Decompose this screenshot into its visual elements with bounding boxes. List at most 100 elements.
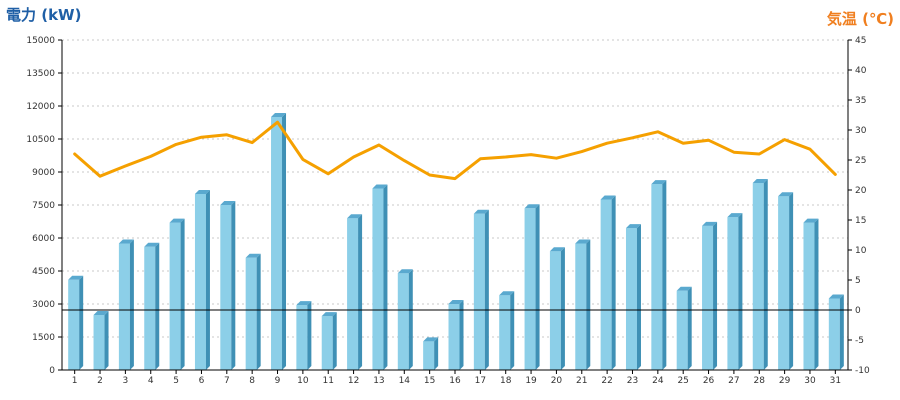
bar-day-7 bbox=[220, 201, 236, 370]
x-tick-label-6: 6 bbox=[199, 376, 205, 386]
x-tick-label-5: 5 bbox=[173, 376, 179, 386]
axes bbox=[58, 39, 852, 374]
bar-day-13 bbox=[372, 184, 388, 370]
x-tick-label-18: 18 bbox=[500, 376, 512, 386]
x-tick-label-13: 13 bbox=[373, 376, 384, 386]
bar-day-9 bbox=[271, 113, 287, 370]
right-tick-label-5: 15 bbox=[855, 216, 866, 226]
bar-day-22 bbox=[600, 195, 616, 370]
temperature-point-26 bbox=[707, 139, 710, 142]
bar-day-18 bbox=[499, 291, 515, 370]
x-tick-label-1: 1 bbox=[72, 376, 78, 386]
x-tick-label-21: 21 bbox=[576, 376, 587, 386]
temperature-point-9 bbox=[276, 121, 279, 124]
bar-day-31 bbox=[828, 294, 844, 370]
temperature-point-15 bbox=[428, 173, 431, 177]
temperature-point-30 bbox=[808, 148, 812, 151]
x-tick-label-28: 28 bbox=[754, 376, 766, 386]
temperature-point-17 bbox=[479, 157, 482, 160]
temperature-point-21 bbox=[580, 150, 583, 153]
power-bars bbox=[68, 113, 844, 370]
temperature-point-7 bbox=[225, 133, 229, 136]
bar-day-14 bbox=[397, 269, 413, 370]
bar-day-29 bbox=[778, 192, 794, 370]
left-axis-title: 電力 (kW) bbox=[6, 6, 81, 24]
temperature-point-27 bbox=[732, 151, 736, 154]
temperature-point-16 bbox=[453, 177, 457, 180]
x-tick-label-16: 16 bbox=[449, 376, 461, 386]
bar-day-1 bbox=[68, 275, 84, 370]
temperature-point-19 bbox=[529, 153, 533, 156]
temperature-point-1 bbox=[73, 152, 76, 156]
bar-day-20 bbox=[549, 247, 565, 370]
bar-day-3 bbox=[118, 239, 134, 370]
x-tick-label-12: 12 bbox=[348, 376, 359, 386]
temperature-point-28 bbox=[758, 152, 761, 156]
bar-day-15 bbox=[423, 337, 439, 370]
x-tick-label-2: 2 bbox=[97, 376, 103, 386]
right-tick-label-0: -10 bbox=[855, 366, 870, 376]
x-tick-label-10: 10 bbox=[297, 376, 309, 386]
right-tick-label-10: 40 bbox=[855, 66, 867, 76]
bar-day-6 bbox=[194, 190, 210, 370]
right-tick-label-3: 5 bbox=[855, 276, 861, 286]
bar-day-28 bbox=[752, 179, 768, 370]
right-tick-label-9: 35 bbox=[855, 96, 866, 106]
right-tick-label-1: -5 bbox=[855, 336, 864, 346]
temperature-point-23 bbox=[631, 136, 634, 139]
bar-day-10 bbox=[296, 301, 312, 370]
temperature-point-3 bbox=[124, 164, 127, 168]
bar-day-11 bbox=[321, 312, 337, 370]
x-tick-label-11: 11 bbox=[322, 376, 333, 386]
right-tick-label-6: 20 bbox=[855, 186, 867, 196]
temperature-point-20 bbox=[555, 157, 558, 160]
bar-day-17 bbox=[473, 209, 489, 370]
x-tick-label-15: 15 bbox=[424, 376, 435, 386]
temperature-point-14 bbox=[403, 159, 406, 162]
x-tick-label-26: 26 bbox=[703, 376, 715, 386]
temperature-point-22 bbox=[605, 142, 609, 145]
right-tick-label-11: 45 bbox=[855, 36, 866, 46]
x-tick-label-27: 27 bbox=[728, 376, 739, 386]
bar-day-4 bbox=[144, 242, 160, 370]
x-tick-label-17: 17 bbox=[475, 376, 486, 386]
bar-day-30 bbox=[803, 218, 819, 370]
left-tick-label-10: 15000 bbox=[26, 36, 55, 46]
temperature-point-25 bbox=[681, 142, 685, 145]
x-tick-label-22: 22 bbox=[601, 376, 612, 386]
bar-day-12 bbox=[347, 214, 363, 370]
left-tick-label-5: 7500 bbox=[32, 201, 55, 211]
temperature-point-5 bbox=[174, 143, 178, 146]
x-tick-label-20: 20 bbox=[551, 376, 563, 386]
left-tick-label-0: 0 bbox=[49, 366, 55, 376]
bar-day-8 bbox=[245, 253, 261, 370]
x-tick-label-8: 8 bbox=[249, 376, 255, 386]
right-tick-label-2: 0 bbox=[855, 306, 861, 316]
bar-day-19 bbox=[524, 204, 540, 370]
bar-day-25 bbox=[676, 286, 692, 370]
temperature-point-13 bbox=[377, 143, 381, 147]
x-tick-label-14: 14 bbox=[399, 376, 411, 386]
x-tick-label-24: 24 bbox=[652, 376, 664, 386]
right-axis-title: 気温 (℃) bbox=[827, 10, 894, 28]
bar-day-21 bbox=[575, 239, 591, 370]
right-tick-label-7: 25 bbox=[855, 156, 866, 166]
temperature-point-10 bbox=[301, 158, 305, 161]
bar-day-23 bbox=[625, 224, 641, 370]
x-tick-label-25: 25 bbox=[677, 376, 688, 386]
x-tick-label-29: 29 bbox=[779, 376, 791, 386]
temperature-point-2 bbox=[98, 175, 102, 178]
x-tick-label-30: 30 bbox=[804, 376, 816, 386]
temperature-point-18 bbox=[504, 155, 507, 159]
temperature-line bbox=[73, 120, 837, 181]
temperature-point-8 bbox=[250, 141, 254, 144]
bar-day-24 bbox=[651, 180, 667, 370]
temperature-point-29 bbox=[783, 138, 786, 141]
temperature-point-12 bbox=[352, 155, 355, 159]
temperature-point-31 bbox=[834, 173, 837, 176]
x-tick-label-3: 3 bbox=[123, 376, 129, 386]
right-tick-label-8: 30 bbox=[855, 126, 867, 136]
x-tick-label-7: 7 bbox=[224, 376, 230, 386]
bar-day-27 bbox=[727, 213, 743, 370]
